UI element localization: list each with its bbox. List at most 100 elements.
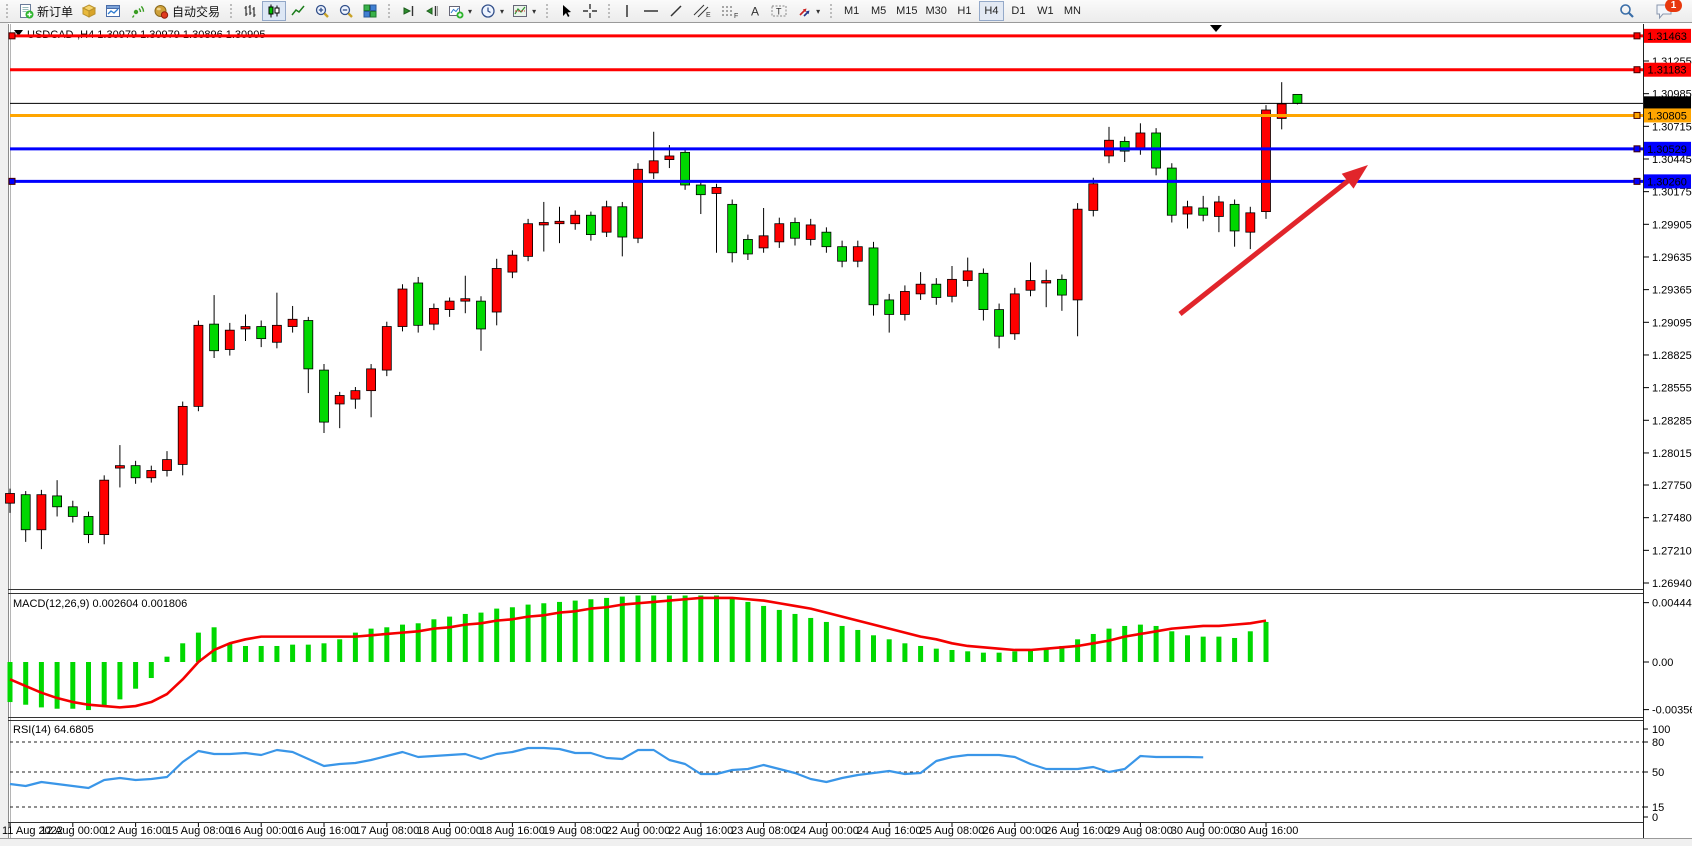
macd-bar	[148, 662, 154, 679]
macd-bar	[918, 645, 924, 662]
line-handle[interactable]	[8, 32, 16, 40]
periods-button[interactable]: ▾	[476, 1, 508, 21]
toolbar-grip[interactable]	[5, 3, 9, 19]
price-badge-text: 1.30905	[1647, 98, 1687, 110]
new-order-button[interactable]: 新订单	[14, 1, 77, 21]
horizontal-line-1.30260[interactable]	[8, 177, 1643, 185]
macd-bar	[101, 662, 107, 707]
market-cube-button[interactable]	[77, 1, 101, 21]
line-chart-button[interactable]	[286, 1, 310, 21]
toolbar-grip[interactable]	[607, 3, 612, 19]
candle-bull	[397, 288, 408, 327]
symbol-menu-icon[interactable]	[14, 30, 23, 36]
macd-bar	[871, 635, 876, 662]
auto-scroll-button[interactable]	[396, 1, 420, 21]
trendline-button[interactable]	[664, 1, 688, 21]
svg-text:E: E	[706, 12, 711, 19]
candle-bear	[617, 206, 628, 238]
candle-bear	[1292, 93, 1303, 104]
macd-bar	[1012, 651, 1018, 662]
toolbar-grip[interactable]	[545, 3, 550, 19]
notifications-button[interactable]: 1	[1648, 0, 1682, 21]
tf-button-m30[interactable]: M30	[923, 1, 950, 21]
text-icon: A	[751, 5, 759, 19]
toolbar-grip[interactable]	[229, 3, 234, 19]
candle-bear	[727, 203, 738, 254]
macd-bar	[557, 601, 562, 662]
tf-button-d1[interactable]: D1	[1006, 1, 1031, 21]
cursor-button[interactable]	[554, 1, 578, 21]
line-handle[interactable]	[1633, 32, 1641, 40]
candle-bull	[507, 254, 518, 273]
macd-bar	[933, 648, 939, 662]
macd-bar	[478, 612, 484, 662]
candle-bear	[790, 222, 800, 239]
toolbar-grip[interactable]	[387, 3, 392, 19]
candle-bear	[884, 299, 895, 315]
macd-axis-label: -0.003566	[1652, 705, 1692, 717]
tf-button-w1[interactable]: W1	[1033, 1, 1058, 21]
signals-button[interactable]	[125, 1, 149, 21]
toolbar-grip[interactable]	[829, 3, 834, 19]
tf-button-h1[interactable]: H1	[952, 1, 977, 21]
tf-button-h4[interactable]: H4	[978, 1, 1004, 21]
line-handle[interactable]	[8, 177, 16, 185]
candle-bull	[664, 155, 675, 160]
search-button[interactable]	[1614, 1, 1640, 21]
trend-arrow-shaft[interactable]	[1178, 179, 1350, 316]
chart-canvas[interactable]: USDCAD-,H4 1.30979 1.30979 1.30896 1.309…	[0, 23, 1692, 846]
templates-button[interactable]: ▾	[508, 1, 540, 21]
vertical-line-button[interactable]	[616, 1, 638, 21]
horizontal-line-1.30805[interactable]	[10, 111, 1643, 119]
tf-button-m1[interactable]: M1	[839, 1, 864, 21]
trend-arrow-head[interactable]	[1341, 165, 1368, 189]
macd-bar	[462, 613, 468, 662]
arrows-button[interactable]: ▾	[792, 1, 824, 21]
text-label-button[interactable]: T	[766, 1, 792, 21]
candlestick-icon	[268, 4, 280, 18]
price-tick-label: 1.29905	[1652, 219, 1692, 231]
crosshair-button[interactable]	[578, 1, 602, 21]
price-badge-text: 1.30805	[1647, 110, 1687, 122]
candle-bull	[36, 494, 47, 531]
svg-text:A: A	[751, 5, 759, 19]
tf-button-m15[interactable]: M15	[893, 1, 920, 21]
line-handle[interactable]	[1633, 177, 1641, 185]
trend-arrow[interactable]	[1178, 165, 1368, 316]
equidistant-channel-button[interactable]: E	[688, 1, 716, 21]
zoom-in-button[interactable]	[310, 1, 334, 21]
price-tick-label: 1.28555	[1652, 383, 1692, 395]
zoom-out-button[interactable]	[334, 1, 358, 21]
horizontal-line-button[interactable]	[638, 1, 664, 21]
macd-bar	[1043, 648, 1049, 662]
line-handle[interactable]	[1633, 145, 1641, 153]
line-handle[interactable]	[1633, 66, 1641, 74]
macd-bar	[902, 643, 908, 662]
macd-bar	[1216, 636, 1222, 662]
rsi-axis-label: 100	[1652, 724, 1670, 736]
macd-bar	[1028, 649, 1033, 662]
line-handle[interactable]	[1633, 111, 1641, 119]
candlestick-chart-button[interactable]	[262, 1, 287, 21]
candle-bull	[1214, 201, 1224, 217]
chart-shift-button[interactable]	[420, 1, 444, 21]
text-button[interactable]: A	[744, 1, 766, 21]
candle-bull	[177, 405, 188, 465]
horizontal-line-1.31183[interactable]	[10, 66, 1643, 74]
macd-bar	[290, 644, 296, 662]
tf-button-mn[interactable]: MN	[1060, 1, 1085, 21]
horizontal-line-1.30529[interactable]	[10, 145, 1643, 153]
chart-window-icon	[106, 5, 121, 17]
new-chart-button[interactable]	[101, 1, 125, 21]
price-badge-bg	[1644, 108, 1691, 123]
macd-signal-line	[9, 596, 1267, 709]
fibonacci-button[interactable]: F	[716, 1, 744, 21]
tile-windows-button[interactable]	[358, 1, 382, 21]
indicators-button[interactable]: ▾	[444, 1, 476, 21]
autotrade-button[interactable]: 自动交易	[149, 1, 224, 21]
bar-chart-button[interactable]	[238, 1, 262, 21]
horizontal-line-1.31463[interactable]	[8, 32, 1643, 40]
tf-button-m5[interactable]: M5	[866, 1, 891, 21]
macd-bar	[7, 662, 13, 703]
price-badge-text: 1.30260	[1647, 176, 1687, 188]
